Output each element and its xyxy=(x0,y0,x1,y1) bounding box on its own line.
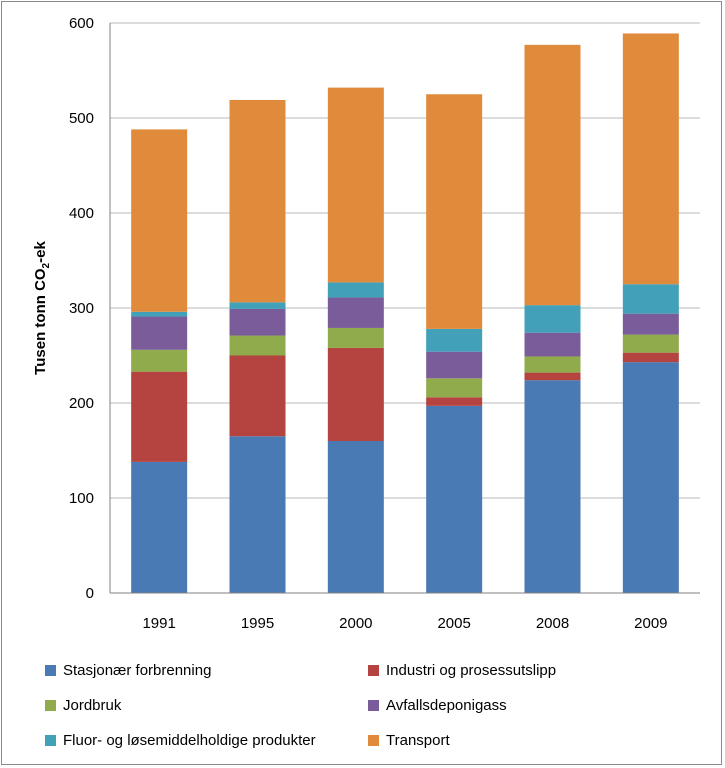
y-axis-tick-labels: 0 100 200 300 400 500 600 xyxy=(69,15,94,602)
bar-segment-2000-5 xyxy=(327,87,384,283)
bar-segment-2000-2 xyxy=(327,327,384,348)
x-tick-label: 2005 xyxy=(437,615,470,632)
bar-segment-2008-1 xyxy=(524,372,581,381)
bar-segment-1995-4 xyxy=(229,302,286,309)
bar-segment-2005-2 xyxy=(426,378,483,398)
bar-segment-1991-5 xyxy=(131,129,188,312)
bar-segment-2009-2 xyxy=(622,334,679,353)
y-tick-label: 100 xyxy=(69,490,94,507)
y-tick-label: 400 xyxy=(69,205,94,222)
bar-segment-2008-3 xyxy=(524,332,581,357)
bar-segment-2009-1 xyxy=(622,352,679,363)
x-tick-label: 2009 xyxy=(634,615,667,632)
bar-segment-1995-3 xyxy=(229,308,286,336)
gridlines xyxy=(110,22,700,499)
x-axis-tick-labels: 1991 1995 2000 2005 2008 2009 xyxy=(142,615,667,632)
bar-segment-1995-1 xyxy=(229,355,286,437)
bar-segment-2008-2 xyxy=(524,356,581,373)
bar-segment-1991-4 xyxy=(131,311,188,317)
bar-segment-2008-0 xyxy=(524,380,581,593)
bar-segment-1995-5 xyxy=(229,99,286,303)
bar-segment-2005-1 xyxy=(426,397,483,406)
bar-segment-1991-1 xyxy=(131,371,188,462)
bar-segment-2000-1 xyxy=(327,347,384,441)
bar-segment-2009-3 xyxy=(622,313,679,335)
bar-segment-2005-4 xyxy=(426,328,483,352)
bar-segment-2009-0 xyxy=(622,362,679,593)
bar-segment-2000-4 xyxy=(327,282,384,298)
bar-segment-2005-3 xyxy=(426,351,483,379)
bar-segment-2008-4 xyxy=(524,305,581,333)
bar-segment-2000-0 xyxy=(327,441,384,593)
bars xyxy=(131,33,679,593)
bar-segment-2005-5 xyxy=(426,94,483,329)
y-tick-label: 600 xyxy=(69,15,94,32)
y-tick-label: 200 xyxy=(69,395,94,412)
bar-segment-2009-4 xyxy=(622,284,679,314)
bar-segment-1991-3 xyxy=(131,316,188,350)
x-tick-label: 2008 xyxy=(536,615,569,632)
bar-segment-1995-0 xyxy=(229,436,286,593)
bar-segment-1991-2 xyxy=(131,349,188,372)
bar-segment-2005-0 xyxy=(426,405,483,593)
bar-segment-2008-5 xyxy=(524,44,581,306)
y-axis-label: Tusen tonn CO2-ek xyxy=(32,241,52,375)
bar-segment-2000-3 xyxy=(327,297,384,328)
y-tick-label: 300 xyxy=(69,300,94,317)
x-tick-label: 1991 xyxy=(142,615,175,632)
x-tick-label: 1995 xyxy=(241,615,274,632)
bar-segment-1991-0 xyxy=(131,461,188,593)
bar-segment-2009-5 xyxy=(622,33,679,285)
x-tick-label: 2000 xyxy=(339,615,372,632)
bar-segment-1995-2 xyxy=(229,335,286,356)
y-tick-label: 0 xyxy=(86,585,94,602)
y-tick-label: 500 xyxy=(69,110,94,127)
